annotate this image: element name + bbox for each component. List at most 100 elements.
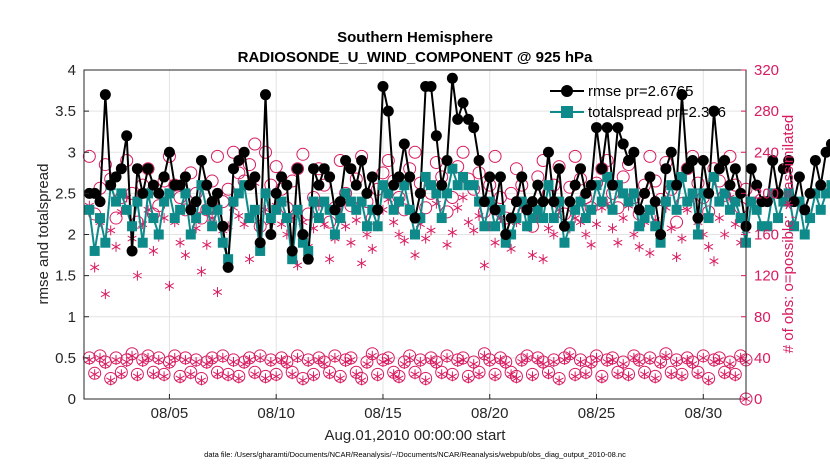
totalspread-point xyxy=(703,213,714,224)
rmse-point xyxy=(308,163,320,175)
obs-assimilated-marker xyxy=(239,359,249,370)
obs-assimilated-marker xyxy=(341,221,351,232)
rmse-point xyxy=(286,245,298,257)
obs-assimilated-marker xyxy=(565,350,575,361)
chart-subtitle: RADIOSONDE_U_WIND_COMPONENT @ 925 hPa xyxy=(238,49,593,66)
obs-assimilated-marker xyxy=(287,369,297,380)
obs-possible-marker xyxy=(419,201,433,215)
obs-assimilated-marker xyxy=(389,217,399,228)
obs-assimilated-marker xyxy=(143,352,153,363)
rmse-point xyxy=(179,171,191,183)
totalspread-point xyxy=(95,213,106,224)
rmse-point xyxy=(441,154,453,166)
rmse-point xyxy=(393,171,405,183)
obs-assimilated-marker xyxy=(629,229,639,240)
rmse-point xyxy=(537,196,549,208)
totalspread-point xyxy=(410,229,420,240)
rmse-point xyxy=(660,163,672,175)
rmse-point xyxy=(147,179,159,191)
rmse-point xyxy=(414,187,426,199)
obs-assimilated-marker xyxy=(260,373,271,384)
obs-possible-marker xyxy=(456,145,470,159)
series-layer xyxy=(83,72,830,273)
totalspread-point xyxy=(303,245,314,256)
rmse-point xyxy=(302,253,314,265)
totalspread-point xyxy=(148,213,159,224)
obs-assimilated-marker xyxy=(704,375,714,386)
obs-possible-marker xyxy=(616,170,630,184)
totalspread-point xyxy=(436,213,447,224)
obs-possible-marker xyxy=(82,149,96,163)
obs-assimilated-marker xyxy=(607,223,618,234)
obs-assimilated-marker xyxy=(111,354,121,365)
totalspread-point xyxy=(580,213,591,224)
obs-assimilated-marker xyxy=(389,369,399,380)
rmse-point xyxy=(788,196,800,208)
y-right-tick-label: 280 xyxy=(754,103,779,120)
totalspread-point xyxy=(458,171,469,182)
totalspread-point xyxy=(100,237,111,248)
rmse-point xyxy=(174,179,186,191)
rmse-point xyxy=(633,204,645,216)
rmse-point xyxy=(227,163,239,175)
obs-assimilated-marker xyxy=(196,266,207,277)
obs-assimilated-marker xyxy=(410,250,420,261)
rmse-point xyxy=(815,179,827,191)
obs-assimilated-marker xyxy=(207,354,217,365)
obs-assimilated-marker xyxy=(442,239,452,250)
rmse-point xyxy=(580,187,592,199)
totalspread-point xyxy=(730,196,741,207)
rmse-point xyxy=(510,196,522,208)
totalspread-point xyxy=(714,196,725,207)
obs-assimilated-marker xyxy=(357,258,367,269)
totalspread-point xyxy=(420,171,431,182)
totalspread-point xyxy=(361,221,372,232)
obs-assimilated-marker xyxy=(255,352,265,363)
obs-assimilated-marker xyxy=(698,352,708,363)
y-tick-label: 2.5 xyxy=(55,185,76,202)
obs-assimilated-marker xyxy=(421,375,431,386)
obs-assimilated-marker xyxy=(266,356,276,367)
rmse-point xyxy=(692,212,704,224)
obs-possible-marker xyxy=(504,186,518,200)
rmse-point xyxy=(516,171,528,183)
totalspread-point xyxy=(490,221,501,232)
obs-assimilated-marker xyxy=(319,359,329,370)
y-right-tick-label: 120 xyxy=(754,268,779,285)
totalspread-point xyxy=(522,221,533,232)
obs-assimilated-marker xyxy=(693,369,703,380)
y-tick-label: 0.5 xyxy=(55,350,76,367)
obs-assimilated-marker xyxy=(677,371,687,382)
rmse-point xyxy=(158,171,170,183)
obs-assimilated-marker xyxy=(362,359,372,370)
totalspread-point xyxy=(757,221,768,232)
totalspread-point xyxy=(319,196,330,207)
obs-assimilated-marker xyxy=(437,369,447,380)
obs-assimilated-marker xyxy=(474,369,484,380)
obs-assimilated-marker xyxy=(479,350,489,361)
totalspread-point xyxy=(308,196,319,207)
obs-assimilated-marker xyxy=(357,375,367,386)
obs-assimilated-marker xyxy=(629,352,639,363)
obs-assimilated-marker xyxy=(234,373,244,384)
totalspread-point xyxy=(281,213,292,224)
rmse-point xyxy=(153,187,165,199)
totalspread-point xyxy=(329,229,340,240)
totalspread-point xyxy=(805,213,816,224)
obs-possible-marker xyxy=(568,149,582,163)
totalspread-point xyxy=(89,245,100,256)
rmse-point xyxy=(238,146,250,158)
rmse-point xyxy=(457,97,469,109)
rmse-point xyxy=(398,138,410,150)
totalspread-point xyxy=(468,180,479,191)
rmse-point xyxy=(345,163,357,175)
rmse-point xyxy=(526,196,538,208)
rmse-point xyxy=(121,130,133,142)
rmse-point xyxy=(99,89,111,101)
rmse-point xyxy=(142,163,154,175)
obs-assimilated-marker xyxy=(303,356,313,367)
obs-assimilated-marker xyxy=(442,352,452,363)
obs-assimilated-marker xyxy=(479,260,489,271)
obs-assimilated-marker xyxy=(618,213,628,224)
